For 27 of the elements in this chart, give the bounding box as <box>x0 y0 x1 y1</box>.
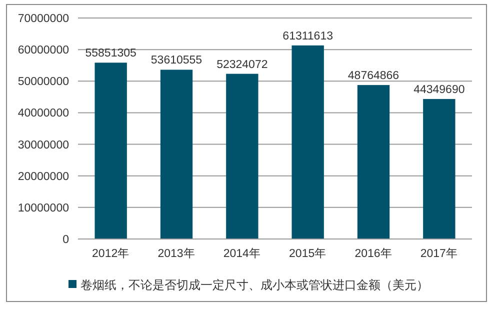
x-tick-label: 2017年 <box>420 247 458 260</box>
y-tick-label: 20000000 <box>18 170 69 183</box>
data-label: 61311613 <box>282 30 333 42</box>
data-label: 48764866 <box>348 70 400 82</box>
y-tick-label: 60000000 <box>18 44 69 57</box>
bar <box>292 45 324 239</box>
x-tick-label: 2012年 <box>92 247 130 260</box>
bar <box>423 98 456 239</box>
bar <box>357 85 390 239</box>
x-tick-label: 2013年 <box>158 247 196 260</box>
bar <box>226 74 258 239</box>
y-tick-label: 0 <box>62 234 69 246</box>
x-tick-label: 2015年 <box>289 247 327 260</box>
y-tick-label: 30000000 <box>18 139 69 152</box>
x-tick-label: 2014年 <box>223 247 261 260</box>
y-tick-label: 10000000 <box>18 202 69 214</box>
bar <box>94 62 127 239</box>
legend-label: 卷烟纸，不论是否切成一定尺寸、成小本或管状进口金额（美元） <box>80 278 428 292</box>
y-tick-label: 70000000 <box>18 13 69 25</box>
data-label: 53610555 <box>150 54 202 67</box>
data-label: 52324072 <box>216 58 268 71</box>
data-label: 44349690 <box>414 84 465 96</box>
data-label: 55851305 <box>85 48 136 60</box>
x-tick-label: 2016年 <box>354 247 392 260</box>
y-tick-label: 40000000 <box>18 108 69 120</box>
bar <box>160 70 193 239</box>
y-tick-label: 50000000 <box>18 76 69 88</box>
